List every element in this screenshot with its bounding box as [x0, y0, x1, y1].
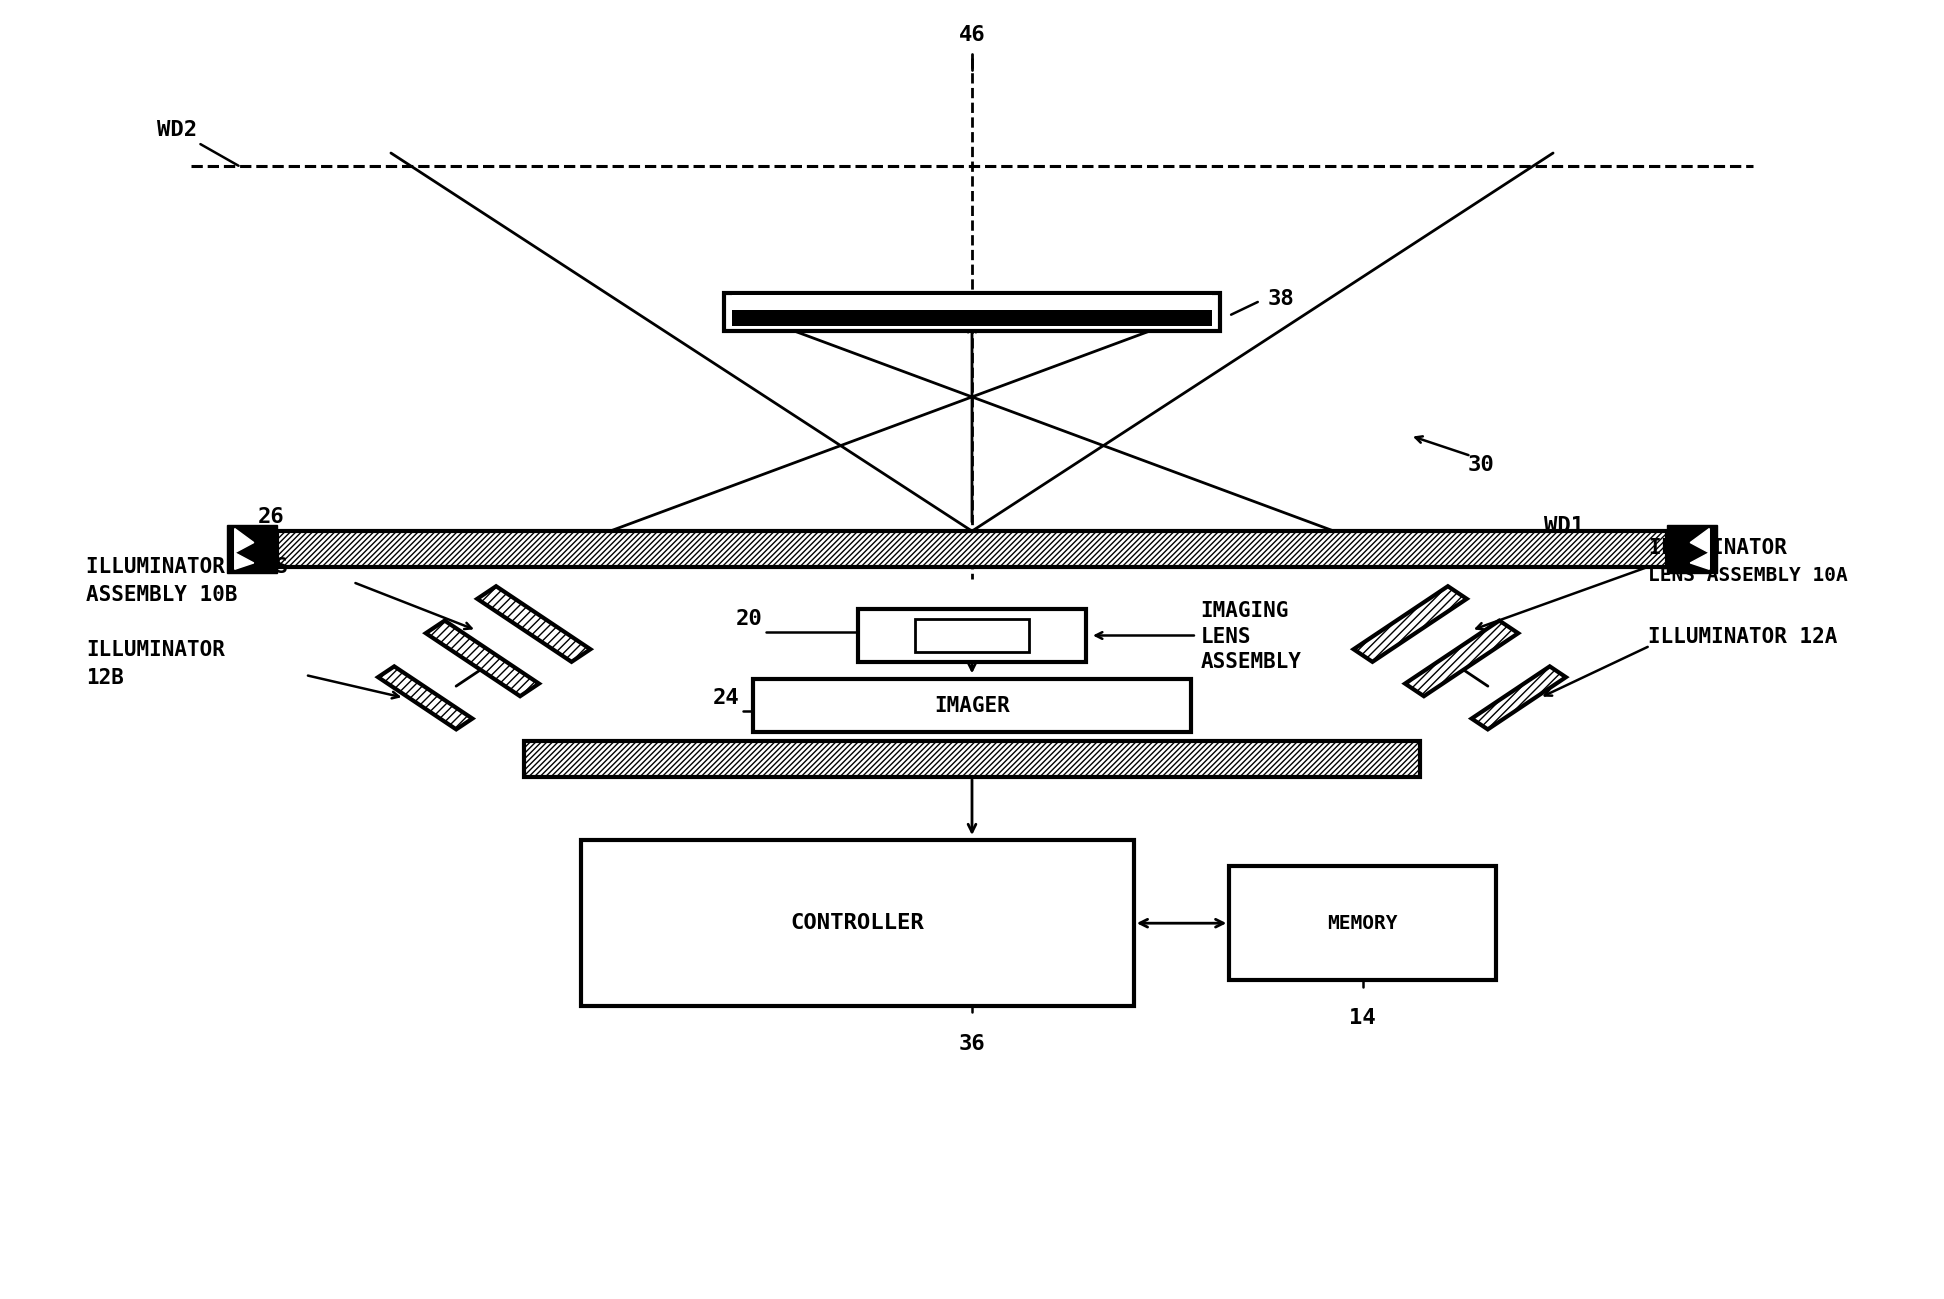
Bar: [276, 531, 1668, 566]
Polygon shape: [235, 529, 255, 569]
Text: LENS: LENS: [1201, 627, 1252, 647]
Bar: [725, 294, 1219, 331]
Text: ILLUMINATOR 12A: ILLUMINATOR 12A: [1649, 627, 1837, 647]
Polygon shape: [227, 525, 276, 573]
Text: 26: 26: [257, 508, 284, 527]
Text: 38: 38: [1267, 290, 1295, 309]
Polygon shape: [1689, 529, 1709, 569]
Text: ILLUMINATOR: ILLUMINATOR: [1649, 538, 1787, 557]
Text: 46: 46: [958, 25, 986, 44]
Text: 20: 20: [735, 609, 762, 629]
Text: ILLUMINATOR: ILLUMINATOR: [86, 639, 226, 660]
Text: WD1: WD1: [1544, 516, 1584, 536]
Bar: [1229, 866, 1497, 981]
Text: ASSEMBLY: ASSEMBLY: [1201, 652, 1302, 672]
Bar: [733, 295, 1211, 310]
Text: MEMORY: MEMORY: [1328, 913, 1398, 933]
Bar: [525, 742, 1419, 777]
Bar: [581, 840, 1133, 1005]
Polygon shape: [1353, 586, 1468, 662]
Polygon shape: [426, 621, 538, 696]
Text: 36: 36: [958, 1034, 986, 1053]
Bar: [525, 742, 1419, 777]
Text: 30: 30: [1468, 455, 1495, 475]
Polygon shape: [377, 666, 472, 729]
Text: 22: 22: [1163, 747, 1190, 766]
Text: LENS ASSEMBLY 10A: LENS ASSEMBLY 10A: [1649, 566, 1849, 585]
Bar: [276, 531, 1668, 566]
Polygon shape: [476, 586, 591, 662]
Polygon shape: [1406, 621, 1518, 696]
Text: IMAGING: IMAGING: [1201, 601, 1289, 621]
Bar: [752, 679, 1192, 733]
Text: 24: 24: [713, 688, 739, 708]
Text: IMAGER: IMAGER: [935, 695, 1009, 716]
Text: 14: 14: [1349, 1008, 1376, 1029]
Bar: [857, 609, 1087, 662]
Bar: [916, 618, 1028, 652]
Polygon shape: [1668, 525, 1717, 573]
Polygon shape: [1472, 666, 1567, 729]
Text: WD2: WD2: [157, 121, 196, 140]
Text: ILLUMINATOR LENS: ILLUMINATOR LENS: [86, 557, 288, 577]
Bar: [733, 299, 1211, 326]
Text: CONTROLLER: CONTROLLER: [791, 913, 925, 933]
Text: 12B: 12B: [86, 668, 124, 687]
Text: ASSEMBLY 10B: ASSEMBLY 10B: [86, 585, 237, 605]
